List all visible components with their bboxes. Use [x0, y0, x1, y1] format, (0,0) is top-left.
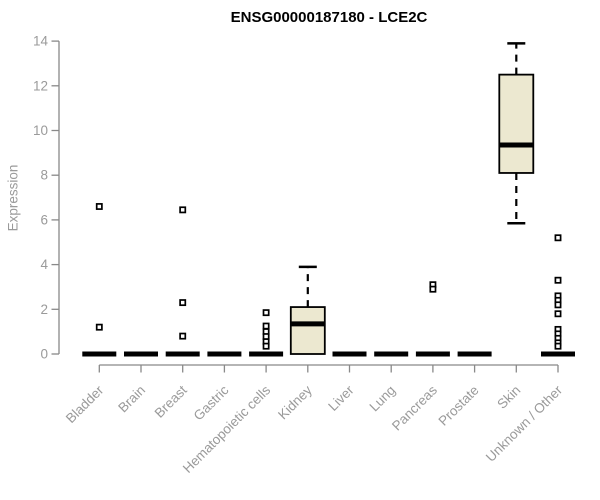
x-category-label: Lung: [366, 383, 398, 415]
y-tick-label: 6: [40, 212, 48, 227]
chart-title: ENSG00000187180 - LCE2C: [230, 9, 428, 26]
outlier-point: [262, 309, 270, 317]
x-category-label: Breast: [152, 382, 190, 420]
y-tick-label: 12: [33, 78, 48, 93]
outlier-point: [429, 285, 437, 293]
y-tick-label: 4: [40, 257, 48, 272]
x-category-label: Unknown / Other: [483, 382, 566, 465]
outlier-point: [95, 203, 103, 210]
box-body: [498, 73, 535, 174]
outlier-point: [262, 342, 270, 350]
x-category-label: Skin: [494, 383, 523, 412]
outlier-point: [554, 234, 562, 242]
x-category-label: Pancreas: [389, 382, 440, 433]
y-tick-label: 0: [40, 347, 48, 362]
y-tick-label: 2: [40, 302, 48, 317]
x-category-label: Liver: [325, 382, 357, 414]
outlier-point: [554, 301, 562, 309]
x-category-label: Brain: [115, 383, 148, 416]
x-category-label: Gastric: [191, 382, 232, 423]
outlier-point: [179, 332, 187, 340]
y-tick-label: 8: [40, 168, 48, 183]
y-tick-label: 10: [33, 123, 48, 138]
outlier-point: [179, 299, 187, 307]
outlier-point: [262, 322, 270, 330]
outlier-point: [554, 310, 562, 318]
outlier-point: [554, 342, 562, 350]
x-category-label: Bladder: [63, 382, 107, 426]
y-axis-label: Expression: [5, 164, 21, 232]
y-tick-label: 14: [33, 34, 49, 49]
outlier-point: [179, 206, 187, 214]
x-category-label: Prostate: [436, 383, 482, 429]
outlier-point: [554, 276, 562, 284]
box-body: [289, 306, 326, 355]
x-category-label: Kidney: [275, 382, 315, 422]
outlier-point: [95, 323, 103, 331]
